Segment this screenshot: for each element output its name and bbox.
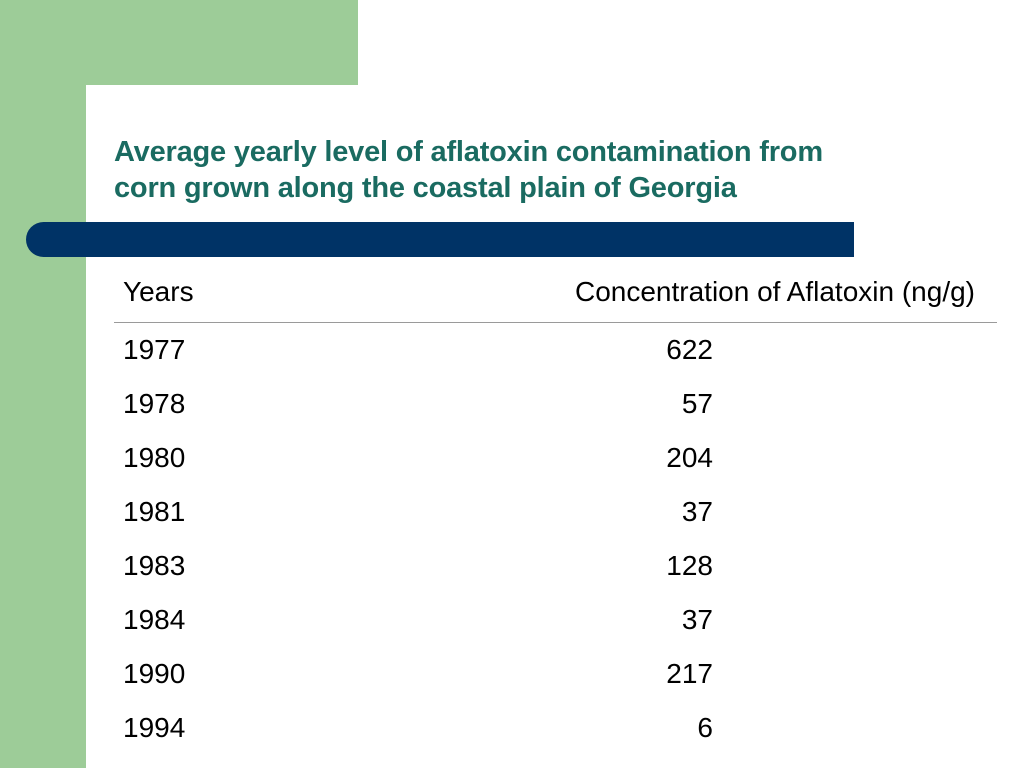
data-table-container: Years Concentration of Aflatoxin (ng/g) … bbox=[114, 262, 997, 755]
cell-year: 1990 bbox=[123, 658, 186, 689]
table-body: 1977 622 1978 57 1980 204 1981 37 1983 128 1984 37 1… bbox=[114, 323, 997, 756]
table-row: 1978 57 bbox=[114, 377, 997, 431]
cell-concentration: 622 bbox=[666, 334, 713, 365]
slide-title: Average yearly level of aflatoxin contam… bbox=[114, 134, 994, 206]
table-row: 1981 37 bbox=[114, 485, 997, 539]
table-row: 1980 204 bbox=[114, 431, 997, 485]
table-row: 1990 217 bbox=[114, 647, 997, 701]
header-years: Years bbox=[114, 262, 323, 323]
cell-concentration: 37 bbox=[681, 496, 713, 527]
cell-year: 1980 bbox=[123, 442, 186, 473]
cell-year: 1977 bbox=[123, 334, 186, 365]
cell-concentration: 217 bbox=[666, 658, 713, 689]
cell-concentration: 57 bbox=[681, 388, 713, 419]
slide-title-line-1: Average yearly level of aflatoxin contam… bbox=[114, 136, 823, 168]
table-row: 1977 622 bbox=[114, 323, 997, 378]
cell-year: 1978 bbox=[123, 388, 186, 419]
cell-year: 1984 bbox=[123, 604, 186, 635]
content-panel bbox=[86, 85, 1024, 768]
green-top-block bbox=[0, 0, 358, 85]
green-side-bar bbox=[0, 0, 86, 768]
cell-year: 1981 bbox=[123, 496, 186, 527]
table-row: 1983 128 bbox=[114, 539, 997, 593]
table-row: 1984 37 bbox=[114, 593, 997, 647]
table-header-row: Years Concentration of Aflatoxin (ng/g) bbox=[114, 262, 997, 323]
slide-title-line-2: corn grown along the coastal plain of Ge… bbox=[114, 172, 737, 204]
cell-concentration: 6 bbox=[697, 712, 713, 743]
cell-concentration: 37 bbox=[681, 604, 713, 635]
navy-divider-bar bbox=[26, 222, 854, 257]
cell-year: 1994 bbox=[123, 712, 186, 743]
aflatoxin-table: Years Concentration of Aflatoxin (ng/g) … bbox=[114, 262, 997, 755]
header-concentration: Concentration of Aflatoxin (ng/g) bbox=[323, 262, 997, 323]
cell-concentration: 204 bbox=[666, 442, 713, 473]
table-row: 1994 6 bbox=[114, 701, 997, 755]
cell-concentration: 128 bbox=[666, 550, 713, 581]
cell-year: 1983 bbox=[123, 550, 186, 581]
